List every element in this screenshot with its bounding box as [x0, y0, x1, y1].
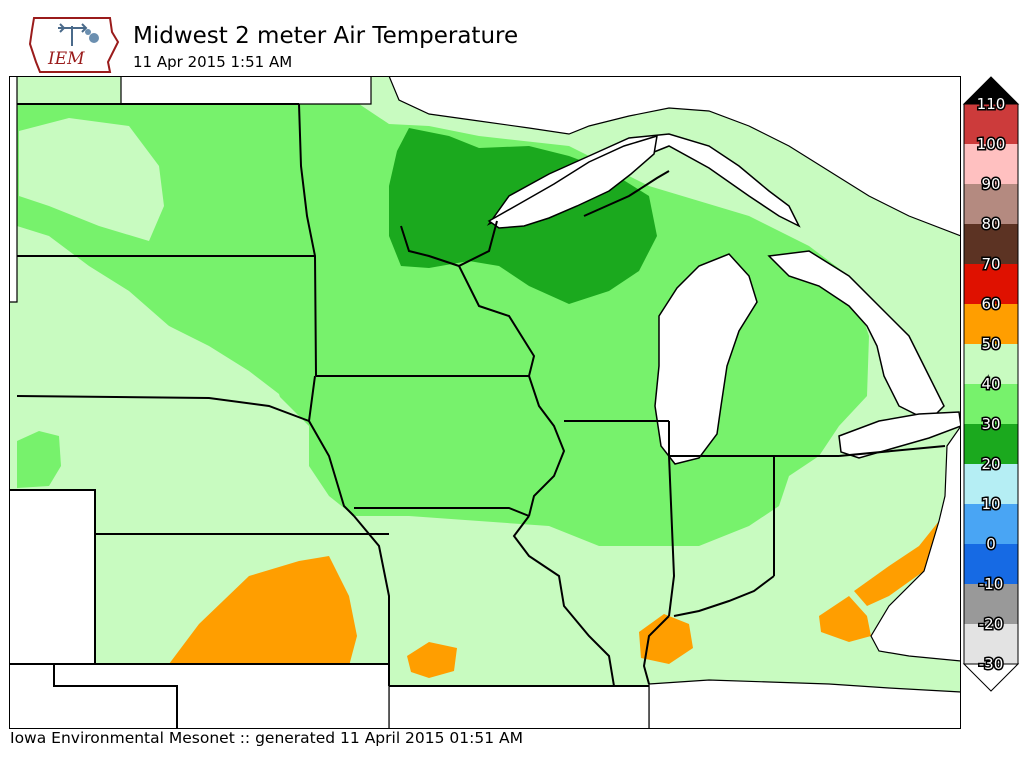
colorbar-tick-label: 0	[986, 535, 996, 553]
map-subtitle-timestamp: 11 Apr 2015 1:51 AM	[133, 53, 293, 71]
footer-credit: Iowa Environmental Mesonet :: generated …	[10, 729, 523, 747]
colorbar-bin	[964, 584, 1018, 625]
colorbar-tick-label: -30	[979, 655, 1004, 673]
temp-zone-30-40	[17, 104, 869, 546]
map-frame	[9, 76, 961, 729]
no-data-southwest	[9, 663, 390, 729]
colorbar-tick-label: 70	[981, 255, 1000, 273]
state-borders	[9, 103, 946, 729]
temp-zone-50-60-mo	[407, 642, 457, 678]
no-data-west-co	[9, 489, 96, 665]
colorbar-tick-label: 10	[981, 495, 1000, 513]
temp-zone-30-40-w	[17, 431, 61, 488]
colorbar-tick-label: 60	[981, 295, 1000, 313]
temp-zone-50-60-ky	[639, 614, 693, 664]
canada-north	[388, 76, 961, 237]
colorbar-tick-label: 110	[977, 95, 1006, 113]
lake-michigan	[654, 253, 758, 465]
colorbar-tick-label: 40	[981, 375, 1000, 393]
lake-huron	[767, 250, 945, 422]
colorbar-bin	[964, 264, 1018, 305]
colorbar-bin	[964, 544, 1018, 585]
no-data-south	[388, 685, 650, 729]
colorbar-tick-label: 80	[981, 215, 1000, 233]
colorbar-bin	[964, 184, 1018, 225]
temp-zone-40-50-sw	[17, 246, 289, 476]
colorbar-tick-label: 30	[981, 415, 1000, 433]
lake-superior	[487, 134, 658, 229]
logo-text: IEM	[47, 49, 85, 69]
temperature-map	[9, 76, 961, 729]
map-title: Midwest 2 meter Air Temperature	[133, 23, 519, 49]
colorbar-bin	[964, 344, 1018, 385]
colorbar-bin	[964, 424, 1018, 465]
iem-logo: IEM	[28, 17, 120, 73]
temp-zone-50-60-oh	[854, 521, 944, 606]
colorbar-bin	[964, 624, 1018, 665]
colorbar-bin	[964, 504, 1018, 545]
colorbar-bin	[964, 464, 1018, 505]
colorbar-bin	[964, 384, 1018, 425]
temp-zone-50-60-ks	[169, 556, 357, 666]
colorbar-tick-label: 90	[981, 175, 1000, 193]
colorbar-bin	[964, 144, 1018, 185]
colorbar-bin	[964, 304, 1018, 345]
colorbar-tick-label: -10	[979, 575, 1004, 593]
no-data-nw-strip	[9, 76, 18, 303]
colorbar-tick-label: -20	[979, 615, 1004, 633]
temp-zone-40-50-nw	[19, 118, 164, 241]
colorbar-tick-label: 20	[981, 455, 1000, 473]
no-data-east-pa	[870, 424, 961, 662]
colorbar-tick-label: 100	[977, 135, 1006, 153]
colorbar-tick-label: 50	[981, 335, 1000, 353]
no-data-north-mn	[120, 76, 372, 105]
no-data-southeast	[648, 679, 961, 729]
temp-zone-50-60-wv	[819, 596, 871, 642]
colorbar-bin	[964, 104, 1018, 145]
colorbar-bin	[964, 224, 1018, 265]
